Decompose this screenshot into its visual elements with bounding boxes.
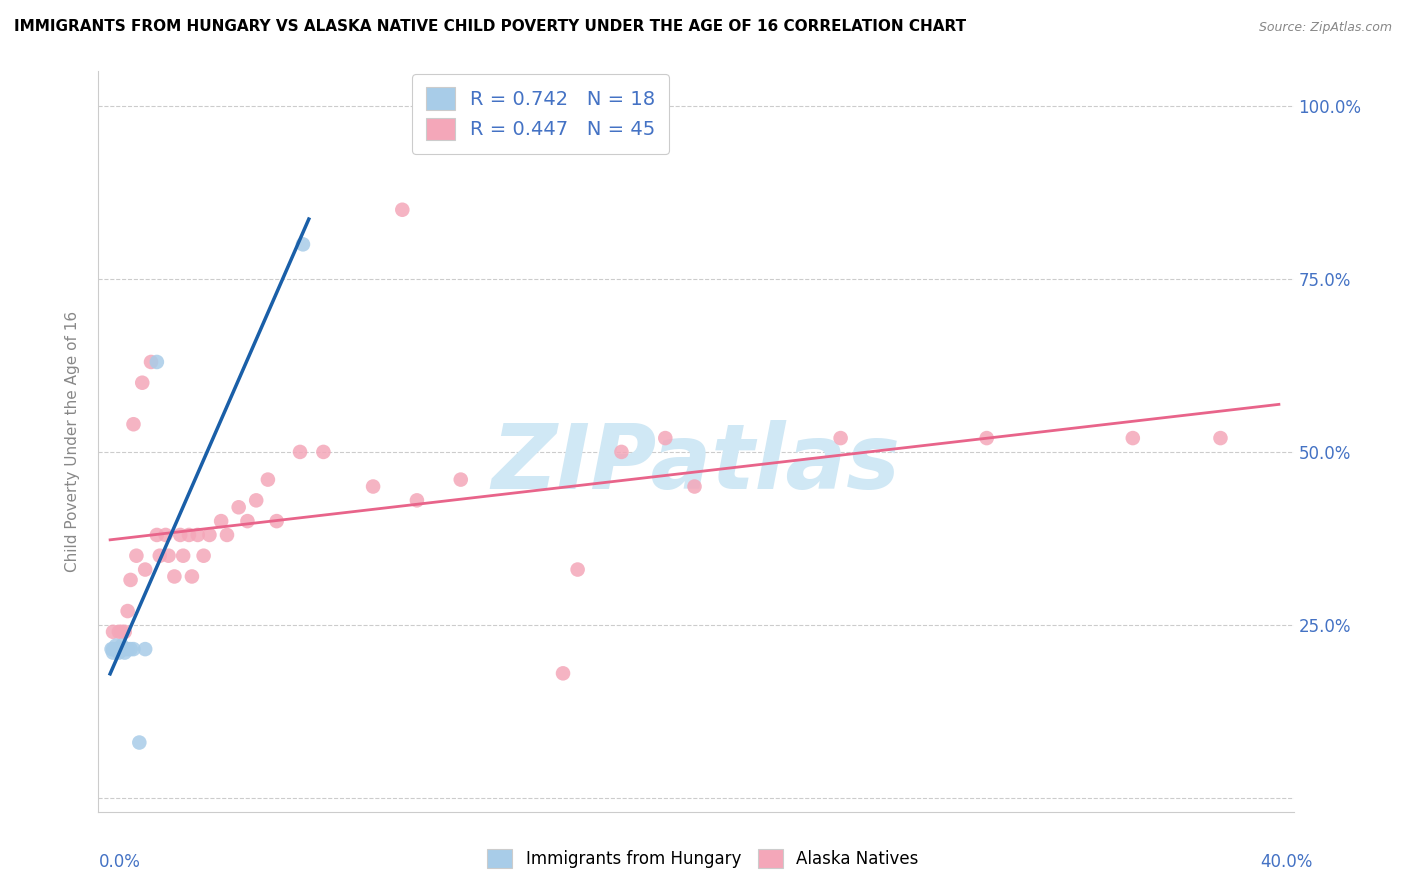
Point [187,528,209,542]
Point [100,642,122,657]
Point [108,642,131,657]
Point [114,624,136,639]
Point [361,479,384,493]
Point [114,646,136,660]
Point [245,493,267,508]
Point [312,445,335,459]
Point [266,514,288,528]
Point [830,431,852,445]
Point [391,202,413,217]
Point [117,642,139,657]
Point [654,431,676,445]
Text: ZIPatlas: ZIPatlas [492,420,900,508]
Point [228,500,250,515]
Point [157,549,180,563]
Point [976,431,998,445]
Point [146,355,169,369]
Point [1209,431,1232,445]
Point [120,642,142,657]
Point [209,514,232,528]
Point [198,528,221,542]
Point [172,549,194,563]
Point [108,646,131,660]
Legend: R = 0.742   N = 18, R = 0.447   N = 45: R = 0.742 N = 18, R = 0.447 N = 45 [412,74,669,153]
Point [236,514,259,528]
Point [567,563,589,577]
Point [683,479,706,493]
Y-axis label: Child Poverty Under the Age of 16: Child Poverty Under the Age of 16 [65,311,80,572]
Point [101,646,124,660]
Point [101,624,124,639]
Point [120,573,142,587]
Point [450,473,472,487]
Point [291,237,314,252]
Point [288,445,311,459]
Point [146,528,169,542]
Point [104,639,127,653]
Point [257,473,280,487]
Point [111,639,134,653]
Point [117,604,139,618]
Point [111,642,134,657]
Point [406,493,429,508]
Text: 40.0%: 40.0% [1260,853,1313,871]
Point [108,624,131,639]
Point [101,642,124,657]
Point [149,549,172,563]
Point [104,642,127,657]
Point [1122,431,1144,445]
Point [134,563,156,577]
Point [169,528,191,542]
Point [122,417,145,432]
Point [125,549,148,563]
Point [163,569,186,583]
Point [177,528,200,542]
Point [193,549,215,563]
Point [131,376,153,390]
Point [181,569,204,583]
Point [610,445,633,459]
Point [139,355,162,369]
Text: 0.0%: 0.0% [98,853,141,871]
Point [215,528,238,542]
Text: Source: ZipAtlas.com: Source: ZipAtlas.com [1258,21,1392,34]
Point [111,624,134,639]
Text: IMMIGRANTS FROM HUNGARY VS ALASKA NATIVE CHILD POVERTY UNDER THE AGE OF 16 CORRE: IMMIGRANTS FROM HUNGARY VS ALASKA NATIVE… [14,20,966,34]
Point [134,642,156,657]
Point [128,735,150,749]
Point [122,642,145,657]
Point [155,528,177,542]
Legend: Immigrants from Hungary, Alaska Natives: Immigrants from Hungary, Alaska Natives [481,843,925,875]
Point [114,642,136,657]
Point [551,666,574,681]
